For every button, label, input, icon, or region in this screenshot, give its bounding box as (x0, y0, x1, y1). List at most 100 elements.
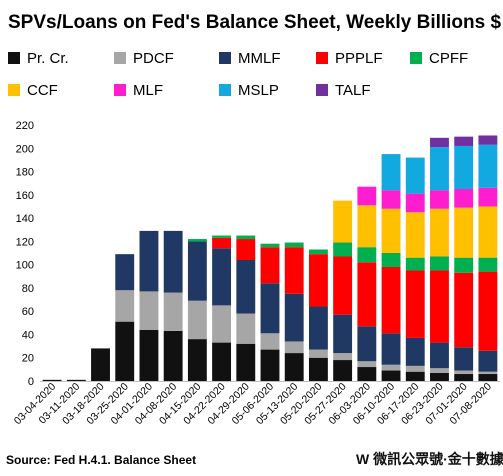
bar-segment-pr-cr (333, 360, 353, 381)
bar-segment-mmlf (308, 306, 328, 350)
y-tick-label: 220 (16, 120, 34, 132)
legend-swatch-pdcf (114, 52, 126, 64)
y-tick-label: 160 (16, 190, 34, 202)
bar-segment-pdcf (430, 368, 449, 373)
bar-segment-mmlf (454, 347, 474, 371)
bar-segment-cpff (454, 257, 474, 273)
bar-segment-mslp (381, 154, 401, 191)
bar-segment-talf (454, 136, 474, 146)
chart-title: SPVs/Loans on Fed's Balance Sheet, Weekl… (8, 12, 501, 33)
legend-label-pdcf: PDCF (133, 50, 174, 67)
bar-segment-ppplf (333, 256, 353, 315)
bar-segment-mmlf (236, 259, 256, 314)
legend-item-cpff: CPFF (410, 50, 468, 67)
bar-segment-mmlf (405, 337, 425, 366)
bar-segment-ppplf (236, 239, 256, 260)
bar-segment-pr-cr (478, 374, 498, 381)
bar-segment-pdcf (139, 291, 159, 330)
legend-label-cpff: CPFF (429, 50, 468, 67)
bar-segment-talf (478, 135, 498, 145)
bar-segment-mlf (430, 190, 449, 209)
legend-swatch-talf (316, 84, 328, 96)
bar-stack-06-03-2020 (357, 186, 377, 381)
chart-legend: Pr. Cr. PDCF MMLF PPPLF CPFF CCF MLF MSLP TALF (8, 50, 468, 99)
bar-segment-mmlf (260, 283, 280, 334)
bar-segment-pdcf (260, 333, 280, 350)
bar-stack-04-29-2020 (236, 235, 256, 381)
bar-segment-mmlf (357, 326, 377, 362)
bar-segment-ppplf (430, 270, 449, 343)
bar-segment-pdcf (284, 341, 304, 354)
bar-segment-ppplf (454, 272, 474, 348)
bar-segment-ccf (405, 212, 425, 258)
legend-item-mlf: MLF (114, 82, 163, 99)
bar-segment-ppplf (357, 262, 377, 327)
y-tick-label: 60 (22, 306, 34, 318)
bar-segment-ppplf (308, 254, 328, 307)
bar-segment-mmlf (139, 230, 159, 292)
bar-segment-pdcf (454, 370, 474, 375)
legend-label-talf: TALF (335, 82, 371, 99)
legend-item-talf: TALF (316, 82, 371, 99)
bar-segment-pr-cr (187, 339, 207, 381)
bar-segment-cpff (284, 242, 304, 248)
watermark: W 微訊公眾號·金十數據 (356, 451, 503, 467)
legend-label-mslp: MSLP (238, 82, 279, 99)
bar-segment-cpff (405, 257, 425, 271)
bar-segment-pr-cr (308, 357, 328, 381)
bar-stack-05-27-2020 (333, 200, 353, 381)
bar-segment-pdcf (212, 305, 232, 343)
y-tick-label: 120 (16, 236, 34, 248)
bar-segment-ccf (357, 205, 377, 248)
bar-segment-mslp (405, 157, 425, 194)
legend-swatch-ccf (8, 84, 20, 96)
bar-segment-cpff (430, 256, 449, 271)
bar-segment-pr-cr (405, 371, 425, 381)
bar-segment-mmlf (115, 254, 135, 291)
bar-segment-pr-cr (381, 370, 401, 381)
bar-stacks (42, 135, 498, 381)
legend-item-mmlf: MMLF (219, 50, 281, 67)
bar-stack-07-08-2020 (478, 135, 498, 381)
bar-stack-06-10-2020 (381, 154, 401, 381)
legend-item-ppplf: PPPLF (316, 50, 383, 67)
legend-label-mlf: MLF (133, 82, 163, 99)
bar-segment-ppplf (381, 266, 401, 334)
bar-segment-pr-cr (284, 353, 304, 381)
bar-segment-ccf (333, 200, 353, 243)
bar-stack-05-06-2020 (260, 243, 280, 381)
bar-segment-pr-cr (91, 348, 110, 381)
bar-segment-pdcf (236, 313, 256, 344)
bar-segment-mlf (381, 190, 401, 209)
bar-segment-mlf (454, 189, 474, 208)
bar-segment-pdcf (115, 290, 135, 322)
bar-segment-pdcf (308, 349, 328, 358)
bar-segment-pr-cr (236, 343, 256, 381)
y-tick-label: 0 (28, 376, 34, 388)
y-axis: 0 20 40 60 80 100 120 140 160 180 200 220 (16, 120, 34, 388)
bar-stack-06-23-2020 (430, 137, 449, 381)
y-tick-label: 200 (16, 143, 34, 155)
bar-segment-mlf (357, 186, 377, 206)
legend-swatch-pr-cr (8, 52, 20, 64)
bar-stack-05-13-2020 (284, 242, 304, 381)
bar-segment-pr-cr (357, 367, 377, 381)
bar-stack-03-11-2020 (66, 379, 86, 381)
y-tick-label: 180 (16, 167, 34, 179)
bar-segment-cpff (478, 257, 498, 272)
bar-stack-03-04-2020 (42, 379, 62, 381)
bar-segment-pr-cr (430, 372, 449, 381)
bar-segment-cpff (260, 243, 280, 248)
y-tick-label: 20 (22, 353, 34, 365)
bar-segment-ccf (381, 208, 401, 253)
bar-segment-cpff (333, 242, 353, 257)
bar-segment-mlf (478, 187, 498, 207)
bar-segment-mslp (478, 144, 498, 188)
bar-segment-ccf (454, 207, 474, 258)
bar-segment-mslp (430, 147, 449, 191)
y-tick-label: 140 (16, 213, 34, 225)
legend-item-ccf: CCF (8, 82, 58, 99)
legend-item-pr-cr: Pr. Cr. (8, 50, 69, 67)
bar-stack-03-25-2020 (115, 254, 135, 381)
